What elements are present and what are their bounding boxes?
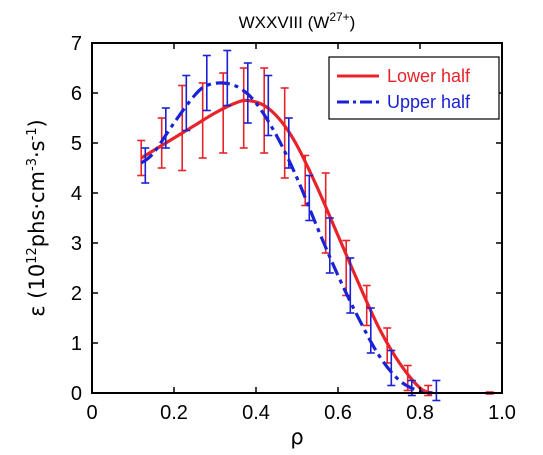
legend-label-lower-half: Lower half — [387, 66, 471, 86]
y-tick-label: 4 — [71, 183, 82, 205]
chart-title: WXXVIII (W27+) — [239, 10, 356, 32]
fit-line-upper-half — [140, 81, 433, 395]
y-tick-label: 6 — [71, 83, 82, 105]
y-tick-label: 5 — [71, 133, 82, 155]
error-bar — [178, 84, 187, 172]
legend-box — [328, 56, 500, 120]
error-bar — [366, 307, 375, 354]
legend-label-upper-half: Upper half — [387, 92, 471, 112]
error-bar — [432, 379, 441, 402]
series-upper-half — [140, 49, 441, 402]
fit-line-lower-half — [140, 98, 433, 395]
y-tick-label: 1 — [71, 333, 82, 355]
y-tick-label: 2 — [71, 283, 82, 305]
error-bar — [161, 107, 170, 149]
series-lower-half — [137, 67, 494, 397]
legend: Lower half Upper half — [328, 56, 500, 120]
error-bar — [321, 172, 330, 254]
x-tick-label: 1.0 — [488, 402, 516, 424]
error-bar — [325, 217, 334, 274]
error-bar — [219, 72, 228, 154]
error-bar — [260, 67, 269, 154]
x-tick-label: 0.4 — [242, 402, 270, 424]
error-bar — [387, 349, 396, 387]
x-tick-label: 0.6 — [324, 402, 352, 424]
error-bar — [305, 174, 314, 222]
error-bar — [239, 67, 248, 149]
y-axis-label: ε (1012phs·cm-3·s-1) — [25, 119, 49, 317]
x-tick-label: 0.8 — [406, 402, 434, 424]
x-tick-label: 0 — [86, 402, 97, 424]
error-bar — [141, 147, 150, 184]
error-bar — [223, 49, 232, 107]
y-tick-label: 3 — [71, 233, 82, 255]
y-tick-label: 7 — [71, 33, 82, 55]
error-bar — [280, 87, 289, 179]
x-tick-label: 0.2 — [160, 402, 188, 424]
x-axis-label: ρ — [290, 425, 303, 449]
plot-frame — [91, 42, 503, 394]
y-tick-label: 0 — [71, 383, 82, 405]
error-bar — [202, 54, 211, 112]
error-bar — [182, 74, 191, 132]
error-bar — [264, 74, 273, 137]
error-bar — [346, 257, 355, 314]
